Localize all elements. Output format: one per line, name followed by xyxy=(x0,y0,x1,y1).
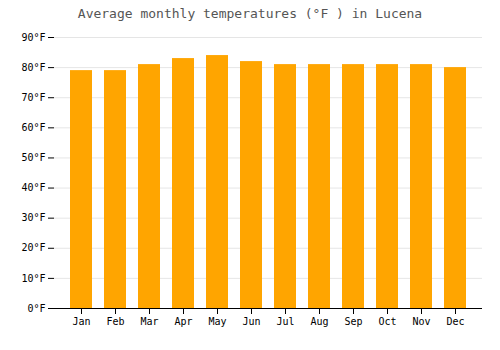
svg-text:Jan: Jan xyxy=(72,316,90,327)
svg-text:70°F: 70°F xyxy=(21,92,45,103)
svg-text:50°F: 50°F xyxy=(21,152,45,163)
svg-text:Oct: Oct xyxy=(378,316,396,327)
svg-text:Jul: Jul xyxy=(276,316,294,327)
svg-text:30°F: 30°F xyxy=(21,212,45,223)
svg-text:80°F: 80°F xyxy=(21,62,45,73)
svg-text:May: May xyxy=(208,316,226,327)
svg-text:Mar: Mar xyxy=(140,316,158,327)
svg-text:90°F: 90°F xyxy=(21,32,45,43)
svg-text:60°F: 60°F xyxy=(21,122,45,133)
svg-text:Apr: Apr xyxy=(174,316,192,327)
svg-text:Nov: Nov xyxy=(412,316,430,327)
svg-text:0°F: 0°F xyxy=(27,303,45,314)
svg-text:Jun: Jun xyxy=(242,316,260,327)
html-text:Average monthly temperatures (: Average monthly temperatures (°F ) in Lu… xyxy=(77,6,423,21)
svg-text:Aug: Aug xyxy=(310,316,328,327)
svg-text:Dec: Dec xyxy=(446,316,464,327)
svg-text:Feb: Feb xyxy=(106,316,124,327)
svg-text:20°F: 20°F xyxy=(21,242,45,253)
svg-text:40°F: 40°F xyxy=(21,182,45,193)
svg-text:10°F: 10°F xyxy=(21,273,45,284)
svg-text:Sep: Sep xyxy=(344,316,362,327)
